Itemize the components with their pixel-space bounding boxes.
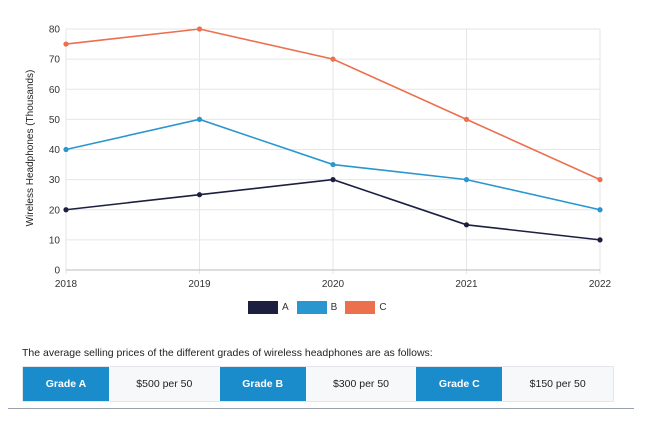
y-tick-label: 50: [49, 115, 61, 126]
x-tick-label: 2022: [589, 279, 612, 290]
chart-legend: A B C: [248, 301, 389, 314]
x-tick-label: 2021: [455, 279, 478, 290]
legend-label: A: [282, 302, 289, 313]
y-axis-label: Wireless Headphones (Thousands): [25, 70, 36, 227]
legend-swatch: [296, 301, 327, 314]
grade-label-0: Grade A: [23, 367, 109, 401]
data-point-c: [330, 56, 336, 62]
y-tick-label: 40: [49, 145, 61, 156]
legend-swatch: [248, 301, 278, 314]
y-tick-label: 70: [49, 55, 61, 66]
x-tick-label: 2018: [55, 279, 78, 290]
data-point-a: [330, 177, 336, 183]
y-tick-label: 20: [49, 205, 61, 216]
data-point-a: [196, 192, 203, 198]
data-point-c: [63, 41, 69, 47]
legend-swatch: [345, 301, 376, 314]
data-point-a: [463, 222, 470, 228]
price-caption: The average selling prices of the differ…: [22, 347, 433, 359]
data-point-c: [597, 177, 603, 183]
divider: [8, 408, 634, 409]
data-point-b: [63, 146, 69, 153]
legend-item-c: C: [345, 301, 387, 314]
grade-price-1: $300 per 50: [305, 367, 417, 401]
price-table: Grade A $500 per 50 Grade B $300 per 50 Grad…: [22, 366, 614, 402]
grade-label-2: Grade C: [416, 367, 503, 401]
legend-label: B: [330, 302, 338, 313]
legend-item-b: B: [296, 301, 338, 314]
legend-label: C: [379, 302, 387, 313]
y-tick-label: 0: [54, 266, 60, 277]
x-tick-label: 2020: [322, 279, 345, 290]
line-chart: 0 10 20 30 40 50 60 70 80 2018 2019 2020 2021 2022 Wi…: [25, 25, 612, 291]
axes: 0 10 20 30 40 50 60 70 80 2018 2019 2020 2021 2022: [49, 25, 612, 291]
series-lines: [63, 26, 603, 243]
data-point-a: [597, 237, 603, 243]
data-point-b: [330, 161, 336, 168]
data-point-c: [196, 26, 203, 32]
data-point-b: [597, 207, 603, 213]
grade-price-0: $500 per 50: [109, 367, 220, 401]
data-point-b: [463, 177, 470, 183]
legend-item-a: A: [248, 301, 289, 314]
x-tick-label: 2019: [188, 279, 211, 290]
grade-price-2: $150 per 50: [502, 367, 614, 401]
y-tick-label: 30: [49, 175, 61, 186]
grid-lines: [65, 28, 601, 274]
grade-label-1: Grade B: [219, 367, 306, 401]
data-point-b: [196, 116, 203, 122]
y-tick-label: 60: [49, 85, 61, 96]
y-tick-label: 80: [49, 25, 61, 36]
data-point-c: [463, 116, 470, 122]
data-point-a: [63, 207, 69, 213]
y-tick-label: 10: [49, 235, 61, 246]
